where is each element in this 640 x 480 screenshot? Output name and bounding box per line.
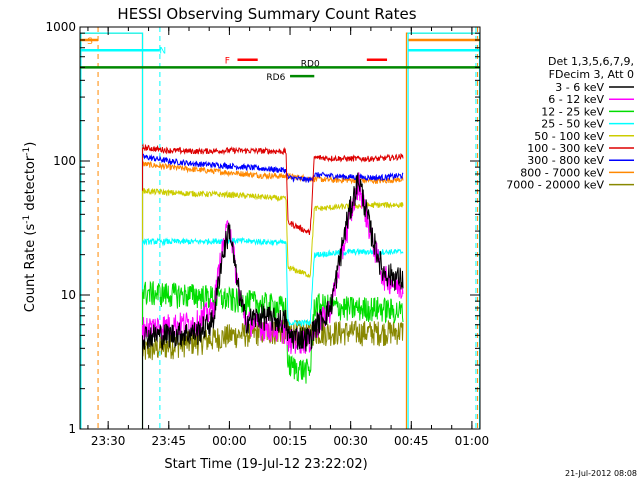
- axes-layer: 23:30 23:45 00:00 00:15 00:30 00:45 01:00 1 10 10…: [45, 20, 489, 448]
- legend-label-8: 7000 - 20000 keV: [506, 179, 604, 192]
- y-tick-label-1: 10: [61, 288, 76, 302]
- flag-label-rd0: RD0: [301, 59, 320, 69]
- data-gap-1: [80, 32, 144, 429]
- footer-timestamp: 21-Jul-2012 08:08: [565, 469, 637, 478]
- flag-label-rd6: RD6: [266, 73, 285, 83]
- flag-label-n: N: [159, 46, 166, 56]
- legend-label-4: 50 - 100 keV: [534, 130, 604, 143]
- chart-title: HESSI Observing Summary Count Rates: [117, 5, 416, 23]
- y-tick-label-3: 1000: [45, 20, 76, 34]
- legend-label-6: 300 - 800 keV: [527, 154, 604, 167]
- flag-label-f: F: [225, 57, 230, 67]
- y-axis-label: Count Rate (s-1 detector-1): [22, 142, 38, 313]
- plot-frame: [79, 26, 481, 430]
- series-layer: [142, 143, 404, 429]
- legend-label-5: 100 - 300 keV: [527, 142, 604, 155]
- data-gap-0: [79, 32, 144, 429]
- x-tick-label-2: 00:00: [212, 434, 247, 448]
- series-line-7000to20000keV: [142, 319, 404, 361]
- data-gap-3: [407, 32, 481, 429]
- series-line-50to100keV: [142, 187, 404, 279]
- flags-layer: S N F RD0 RD6: [79, 27, 481, 429]
- x-tick-label-1: 23:45: [151, 434, 186, 448]
- legend-label-7: 800 - 7000 keV: [520, 166, 604, 179]
- x-tick-label-3: 00:15: [273, 434, 308, 448]
- legend-header-0: Det 1,3,5,6,7,9,: [548, 55, 634, 68]
- y-tick-label-2: 100: [53, 154, 76, 168]
- legend-label-0: 3 - 6 keV: [555, 81, 604, 94]
- x-tick-label-4: 00:30: [333, 434, 368, 448]
- series-line-800to7000keV: [142, 161, 404, 185]
- legend-label-3: 25 - 50 keV: [541, 118, 604, 131]
- series-line-100to300keV: [142, 143, 404, 235]
- series-line-3to6keV: [142, 172, 404, 352]
- legend-header-1: FDecim 3, Att 0: [549, 68, 634, 81]
- legend: Det 1,3,5,6,7,9,FDecim 3, Att 03 - 6 keV…: [506, 55, 634, 192]
- series-line-12to25keV: [142, 280, 404, 384]
- x-axis-label: Start Time (19-Jul-12 23:22:02): [164, 457, 367, 472]
- legend-label-1: 6 - 12 keV: [548, 93, 604, 106]
- x-tick-label-5: 00:45: [394, 434, 429, 448]
- data-gap-2: [405, 32, 481, 429]
- legend-label-2: 12 - 25 keV: [541, 105, 604, 118]
- x-tick-label-0: 23:30: [91, 434, 126, 448]
- flag-label-s: S: [87, 37, 93, 47]
- series-line-25to50keV: [142, 236, 404, 327]
- x-tick-label-6: 01:00: [455, 434, 490, 448]
- y-tick-label-0: 1: [68, 422, 76, 436]
